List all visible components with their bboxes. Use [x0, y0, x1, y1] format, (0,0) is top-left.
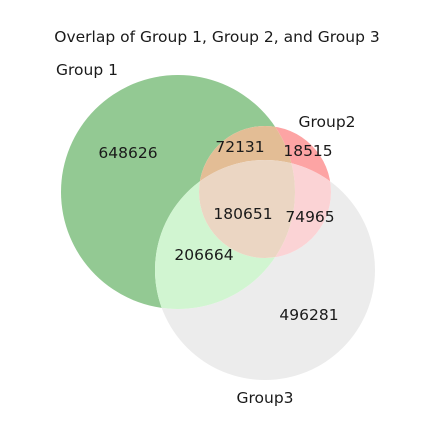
label-only-group1: 648626	[98, 144, 157, 162]
label-group1-group3: 206664	[174, 246, 233, 264]
label-only-group2: 18515	[283, 142, 332, 160]
label-only-group3: 496281	[279, 306, 338, 324]
figure-title: Overlap of Group 1, Group 2, and Group 3	[54, 28, 379, 46]
label-group2-group3: 74965	[285, 208, 334, 226]
region-all-three	[199, 160, 295, 258]
set-label-group1: Group 1	[56, 61, 118, 79]
set-label-group2: Group2	[298, 113, 355, 131]
set-label-group3: Group3	[236, 389, 293, 407]
label-group1-group2: 72131	[215, 138, 264, 156]
label-all-three: 180651	[213, 205, 272, 223]
